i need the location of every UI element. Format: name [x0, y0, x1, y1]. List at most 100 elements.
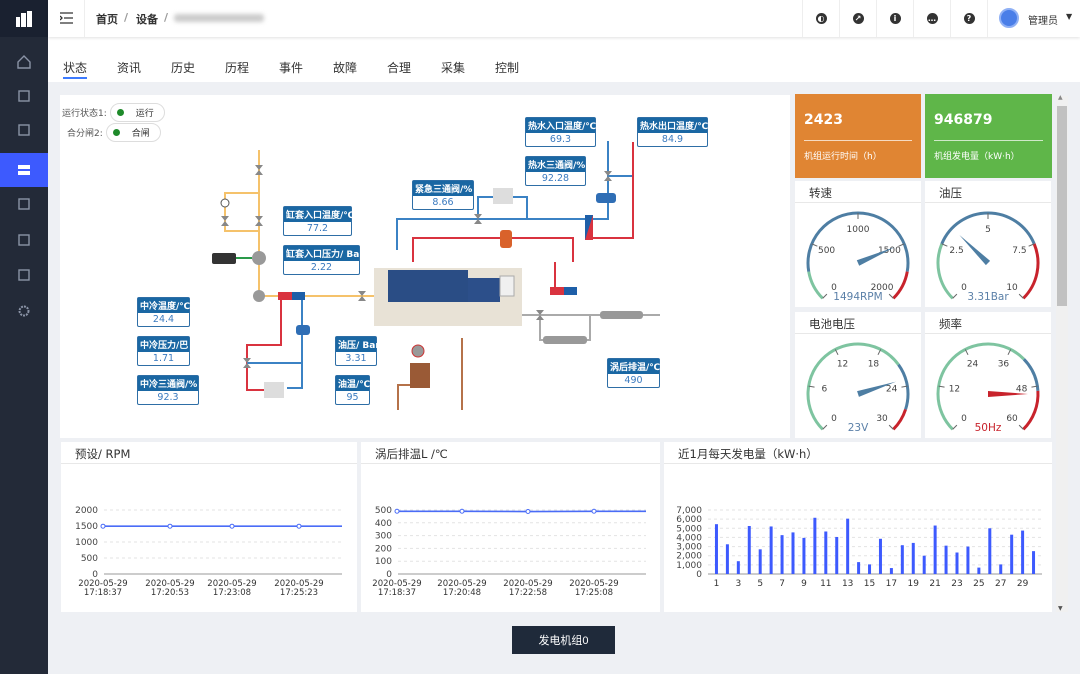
sidebar-item-copy[interactable]: [0, 187, 48, 221]
generator-unit-button[interactable]: 发电机组0: [512, 626, 615, 654]
sensor-readout: 热水入口温度/℃ 69.3: [525, 117, 596, 147]
bar: [922, 555, 926, 574]
gauge-band: [892, 408, 907, 431]
palette-button[interactable]: ◐: [802, 0, 839, 37]
bar: [911, 542, 915, 574]
gauge: 0 2.5 5 7.5 103.31Bar: [936, 211, 1040, 303]
sidebar-item-device-settings[interactable]: [0, 79, 48, 113]
sensor-readout: 紧急三通阀/% 8.66: [412, 180, 474, 210]
tab-2[interactable]: 历史: [171, 61, 196, 75]
sidebar-item-gear[interactable]: [0, 294, 48, 328]
status-dot-icon: [116, 109, 124, 116]
sensor-value: 95: [346, 392, 359, 403]
energy-card: 946879 机组发电量（kW·h）: [925, 94, 1052, 178]
muffler-icon: [543, 336, 587, 344]
bar: [944, 545, 948, 574]
breadcrumb-devices[interactable]: 设备: [136, 13, 158, 26]
sensor-readout: 热水三通阀/% 92.28: [525, 156, 586, 186]
data-point: [100, 523, 106, 529]
tab-7[interactable]: 采集: [441, 61, 466, 75]
caret-down-icon[interactable]: ▼: [1066, 12, 1073, 21]
bar: [780, 535, 784, 574]
info-icon: i: [889, 13, 901, 24]
process-diagram: 运行状态1: 运行 合分闸2: 合闸 缸套入口温度/℃ 77.2 缸套入口压力/ Bar 2…: [60, 95, 790, 438]
gauge-needle: [856, 247, 895, 266]
sensor-title: 中冷三通阀/%: [138, 376, 198, 391]
x-tick-label: 23: [951, 579, 962, 589]
bar: [1032, 551, 1036, 574]
fullscreen-button[interactable]: ↗: [839, 0, 876, 37]
x-tick-label: 15: [864, 579, 875, 589]
gauge-panel: 油压 0 2.5 5 7.5 10 3.31Bar: [925, 181, 1051, 307]
runtime-card: 2423 机组运行时间（h）: [795, 94, 921, 178]
tab-4[interactable]: 事件: [279, 61, 304, 75]
gauge-band: [1022, 243, 1040, 300]
sidebar-item-home[interactable]: [0, 45, 48, 79]
menu-toggle-icon[interactable]: [60, 12, 73, 24]
sensor-readout: 中冷温度/℃ 24.4: [137, 297, 190, 327]
gauge-tick-label: 2000: [871, 283, 894, 293]
sensor-title: 紧急三通阀/%: [413, 181, 473, 196]
y-tick-label: 1500: [75, 522, 98, 532]
card-caption: 机组运行时间（h）: [804, 152, 882, 162]
x-tick-label: 17:20:48: [443, 588, 481, 598]
bar: [999, 564, 1003, 574]
tab-5[interactable]: 故障: [333, 61, 358, 75]
x-tick-label: 17:25:23: [280, 588, 318, 598]
gauge-tick-label: 48: [1016, 385, 1028, 395]
sidebar: [0, 0, 48, 674]
tab-3[interactable]: 历程: [225, 61, 250, 75]
layers-icon: [18, 124, 30, 136]
sidebar-item-layers[interactable]: [0, 113, 48, 147]
sensor-value: 2.22: [310, 262, 333, 273]
breadcrumb-home[interactable]: 首页: [96, 13, 118, 26]
gauge-value: 3.31Bar: [967, 291, 1009, 303]
sidebar-item-server[interactable]: [0, 153, 48, 187]
bar: [1010, 534, 1014, 574]
scrollbar[interactable]: ▲ ▼: [1056, 94, 1068, 612]
y-tick-label: 0: [696, 570, 702, 580]
help-button[interactable]: ?: [950, 0, 987, 37]
user-name[interactable]: 管理员: [1028, 16, 1058, 27]
bar: [758, 549, 762, 574]
y-tick-label: 500: [81, 554, 98, 564]
message-button[interactable]: …: [913, 0, 950, 37]
tab-8[interactable]: 控制: [495, 61, 520, 75]
gauge-tick-label: 60: [1006, 414, 1018, 424]
palette-icon: ◐: [815, 13, 827, 24]
tab-1[interactable]: 资讯: [117, 61, 142, 75]
gauge-value: 1494RPM: [833, 291, 882, 303]
radiator-icon: [264, 382, 284, 398]
status-row: 运行状态1: 运行: [62, 103, 165, 122]
gauge-tick-label: 24: [886, 385, 898, 395]
x-tick-label: 17:22:58: [509, 588, 547, 598]
sensor-readout: 油温/℃ 95: [335, 375, 370, 405]
sensor-readout: 缸套入口温度/℃ 77.2: [283, 206, 354, 236]
help-icon: ?: [963, 13, 975, 24]
x-tick-label: 13: [842, 579, 853, 589]
y-tick-label: 500: [375, 506, 392, 516]
tab-0[interactable]: 状态: [63, 61, 88, 79]
x-tick-label: 17:20:53: [151, 588, 189, 598]
pump-icon: [252, 251, 266, 265]
chart: 01002003004005002020-05-2917:18:372020-0…: [372, 506, 646, 598]
info-button[interactable]: i: [876, 0, 913, 37]
sidebar-item-check-report[interactable]: [0, 258, 48, 292]
oil-tank-icon: [410, 363, 430, 388]
sidebar-item-chart[interactable]: [0, 223, 48, 257]
avatar[interactable]: [999, 8, 1019, 28]
y-tick-label: 100: [375, 557, 392, 567]
sensor-readout: 缸套入口压力/ Bar 2.22: [283, 245, 364, 275]
chart: 05001000150020002020-05-2917:18:372020-0…: [75, 506, 342, 598]
gauge-needle: [988, 391, 1028, 397]
tab-6[interactable]: 合理: [387, 61, 412, 75]
x-tick-label: 11: [820, 579, 831, 589]
sensor-readout: 油压/ Bar 3.31: [335, 336, 380, 366]
chart-panel: 近1月每天发电量（kW·h） 0 1,000 2,000 3,000 4,000 5,000…: [664, 442, 1052, 612]
card-value: 2423: [804, 112, 843, 128]
data-point: [394, 508, 400, 514]
sensor-value: 24.4: [152, 314, 175, 325]
card-caption: 机组发电量（kW·h）: [934, 152, 1020, 162]
gauge-tick-label: 36: [998, 360, 1010, 370]
